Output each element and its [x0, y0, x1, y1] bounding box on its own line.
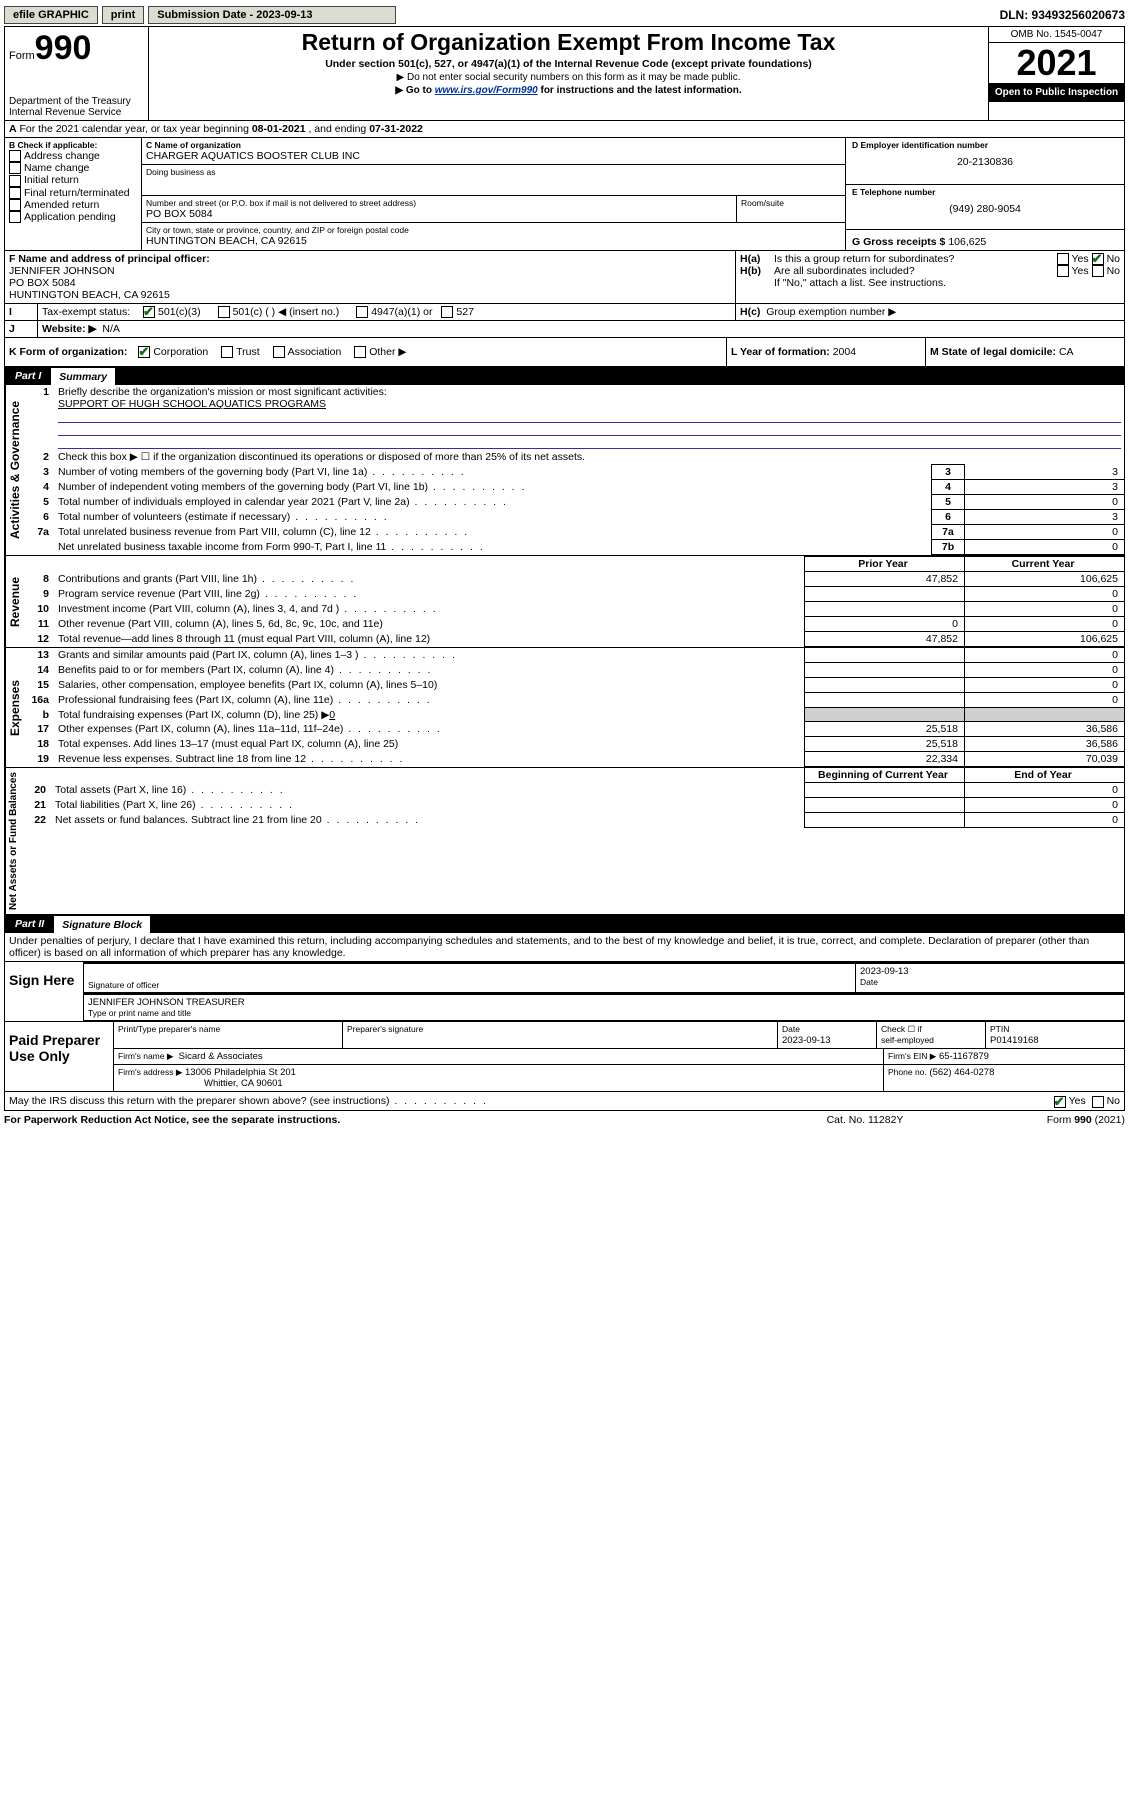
street-label: Number and street (or P.O. box if mail i…: [146, 198, 732, 208]
section-m: M State of legal domicile: CA: [926, 338, 1124, 366]
form-title: Return of Organization Exempt From Incom…: [155, 29, 982, 56]
section-g: G Gross receipts $ 106,625: [846, 230, 1124, 250]
tax-exempt-status: Tax-exempt status: 501(c)(3) 501(c) ( ) …: [38, 304, 736, 320]
form-id-block: Form990 Department of the Treasury Inter…: [5, 27, 149, 120]
mission-text: SUPPORT OF HUGH SCHOOL AQUATICS PROGRAMS: [58, 398, 326, 410]
open-to-public: Open to Public Inspection: [989, 83, 1124, 102]
efile-button[interactable]: efile GRAPHIC: [4, 6, 98, 24]
irs-link[interactable]: www.irs.gov/Form990: [435, 85, 538, 96]
officer-name-title: JENNIFER JOHNSON TREASURER: [88, 997, 1120, 1008]
vlabel-revenue: Revenue: [5, 556, 24, 647]
may-irs-discuss: May the IRS discuss this return with the…: [5, 1091, 1124, 1110]
print-button[interactable]: print: [102, 6, 144, 24]
part-i-header: Part I Summary: [5, 367, 1124, 385]
page-footer: For Paperwork Reduction Act Notice, see …: [4, 1111, 1125, 1126]
paid-preparer-label: Paid Preparer Use Only: [5, 1022, 114, 1091]
city-label: City or town, state or province, country…: [146, 225, 841, 235]
dln-label: DLN: 93493256020673: [1000, 8, 1125, 22]
room-suite-label: Room/suite: [736, 196, 845, 222]
section-h: H(a)Is this a group return for subordina…: [736, 251, 1124, 303]
section-e: E Telephone number (949) 280-9054: [846, 185, 1124, 230]
tax-year: 2021: [989, 43, 1124, 83]
section-l: L Year of formation: 2004: [727, 338, 926, 366]
dba-label: Doing business as: [146, 167, 841, 177]
perjury-statement: Under penalties of perjury, I declare th…: [5, 933, 1124, 961]
org-name: CHARGER AQUATICS BOOSTER CLUB INC: [146, 150, 841, 162]
vlabel-activities: Activities & Governance: [5, 385, 24, 555]
ssn-warning: ▶ Do not enter social security numbers o…: [155, 72, 982, 83]
part-ii-header: Part II Signature Block: [5, 915, 1124, 933]
line-a: A For the 2021 calendar year, or tax yea…: [5, 121, 1124, 138]
website-line: Website: ▶ N/A: [38, 321, 1124, 337]
street-address: PO BOX 5084: [146, 208, 732, 220]
city-state-zip: HUNTINGTON BEACH, CA 92615: [146, 235, 841, 247]
form-subtitle: Under section 501(c), 527, or 4947(a)(1)…: [155, 58, 982, 70]
section-d: D Employer identification number 20-2130…: [846, 138, 1124, 185]
org-name-label: C Name of organization: [146, 140, 841, 150]
section-f: F Name and address of principal officer:…: [5, 251, 736, 303]
instructions-link-line: ▶ Go to www.irs.gov/Form990 for instruct…: [155, 85, 982, 96]
omb-number: OMB No. 1545-0047: [989, 27, 1124, 43]
section-k: K Form of organization: Corporation Trus…: [5, 338, 727, 366]
vlabel-net-assets: Net Assets or Fund Balances: [5, 768, 21, 914]
top-toolbar: efile GRAPHIC print Submission Date - 20…: [4, 4, 1125, 26]
label-j: J: [5, 321, 38, 337]
vlabel-expenses: Expenses: [5, 648, 24, 767]
label-i: I: [5, 304, 38, 320]
section-hc: H(c) Group exemption number ▶: [736, 304, 1124, 320]
submission-date-label: Submission Date - 2023-09-13: [148, 6, 396, 24]
sign-here-label: Sign Here: [5, 962, 84, 1021]
section-b: B Check if applicable: Address change Na…: [5, 138, 142, 250]
